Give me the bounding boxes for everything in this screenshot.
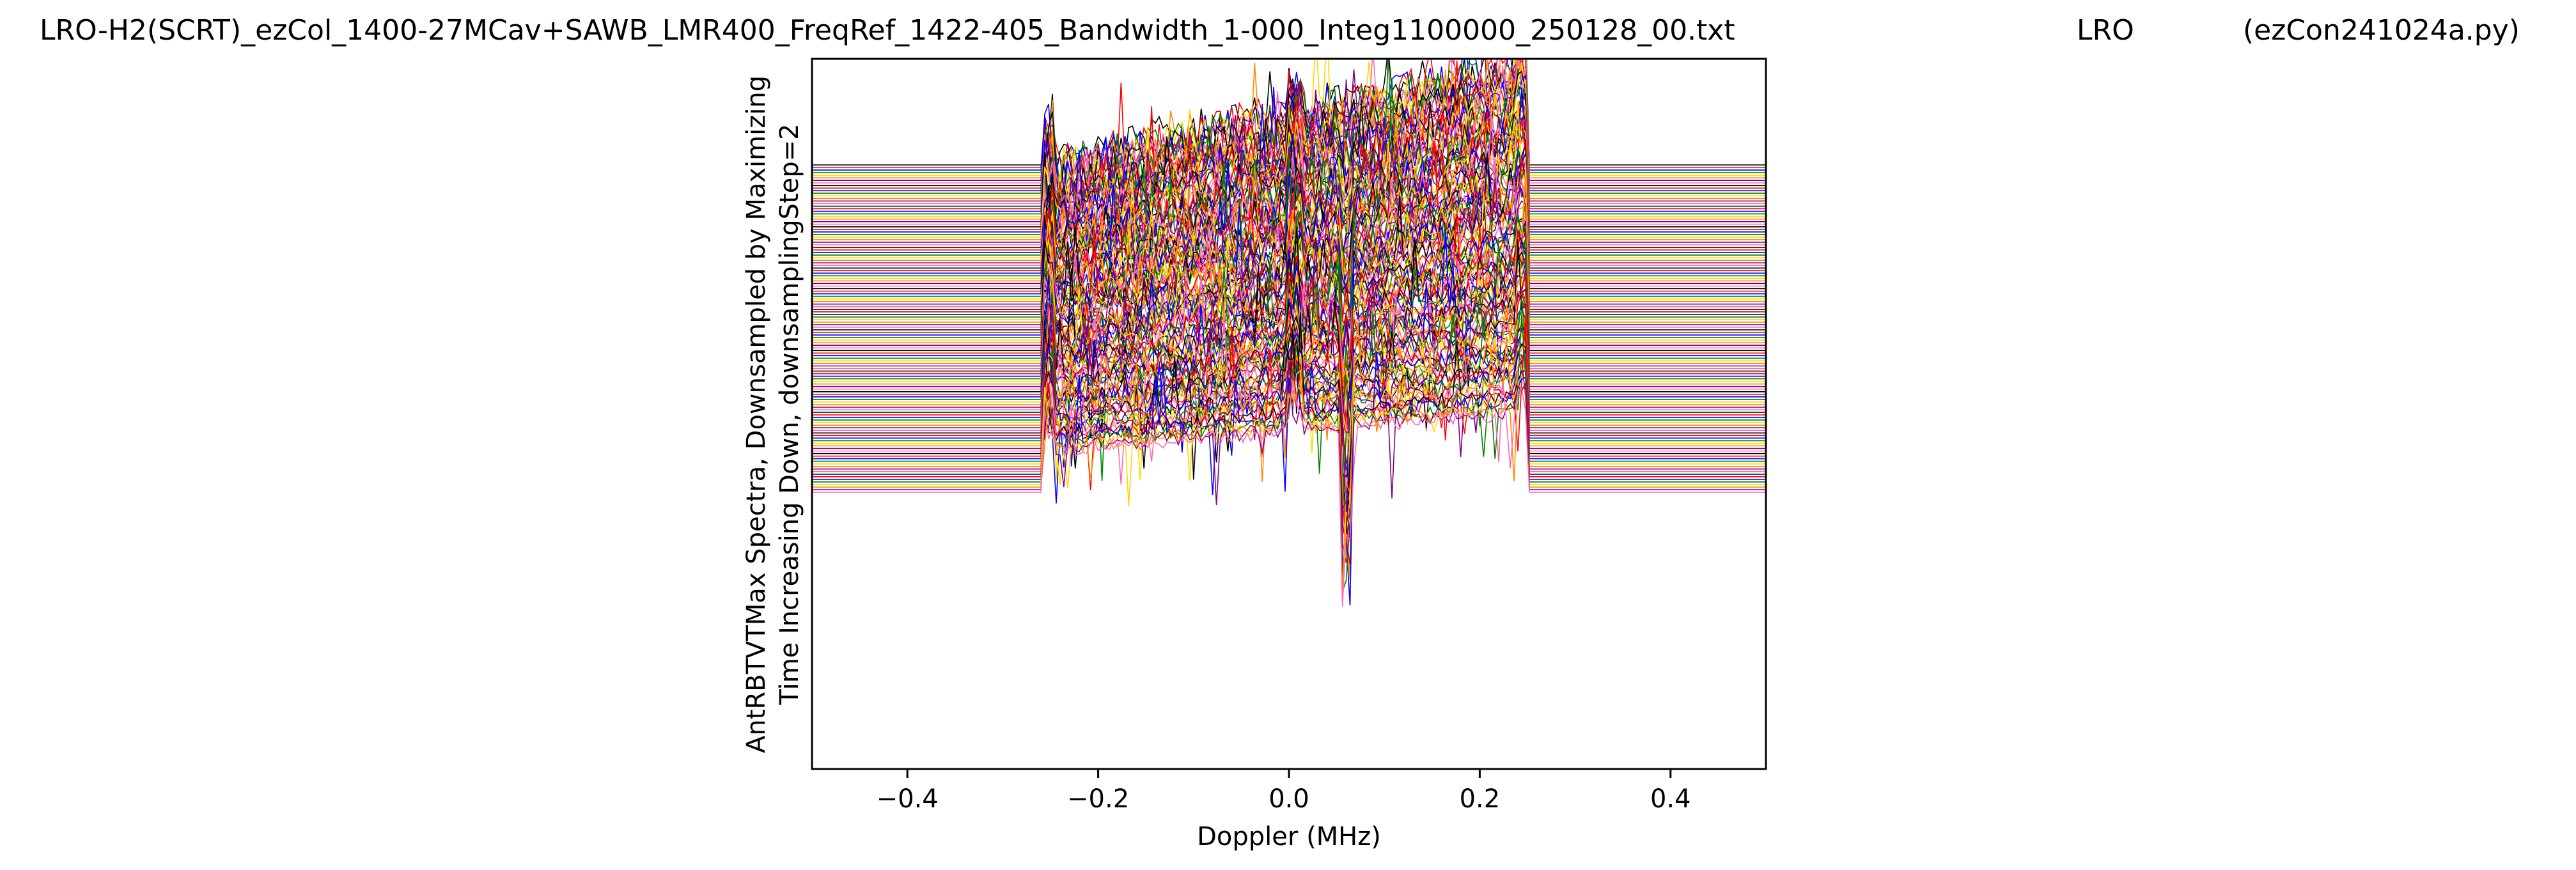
spectrum-series [812,361,1766,541]
spectrum-series [812,159,1766,293]
file-title: LRO-H2(SCRT)_ezCol_1400-27MCav+SAWB_LMR4… [40,14,1735,47]
spectrum-series [812,156,1766,320]
program-label: (ezCon241024a.py) [2243,14,2520,47]
x-axis-label: Doppler (MHz) [1197,822,1381,851]
x-tick-label: −0.4 [877,784,939,814]
spectrum-series [812,278,1766,415]
spectrum-series [812,125,1766,300]
spectrum-series [812,155,1766,342]
spectrum-series [812,59,1766,187]
spectrum-series [812,191,1766,344]
spectrum-series [812,321,1766,532]
spectrum-series [812,70,1766,207]
spectrum-series [812,345,1766,597]
spectrum-series [812,290,1766,446]
spectrum-series [812,120,1766,245]
x-tick-label: 0.4 [1650,784,1691,814]
x-axis-ticks: −0.4 −0.2 0.0 0.2 0.4 [877,769,1691,814]
spectrum-series [812,155,1766,297]
spectrum-series [812,232,1766,380]
spectrum-series [812,352,1766,606]
spectrum-series [812,265,1766,438]
spectrum-series [812,233,1766,370]
spectrum-series [812,314,1766,592]
spectrum-series [812,109,1766,290]
spectrum-series [812,239,1766,367]
spectrum-series [812,220,1766,364]
x-tick-label: 0.2 [1460,784,1501,814]
spectrum-series [812,328,1766,532]
spectrum-series [812,70,1766,199]
spectrum-series [812,345,1766,554]
spectrum-series [812,226,1766,416]
spectrum-series [812,230,1766,434]
x-tick-label: −0.2 [1067,784,1129,814]
spectrum-series [812,139,1766,303]
spectrum-series [812,59,1766,231]
y-axis-label-line2: Time Increasing Down, downsamplingStep=2 [775,123,804,705]
spectrum-series [812,238,1766,471]
spectrum-series [812,267,1766,414]
spectrum-series [812,227,1766,396]
spectrum-series [812,293,1766,430]
spectrum-series [812,338,1766,512]
spectrum-series [812,59,1766,175]
y-axis-label-line1: AntRBTVTMax Spectra, Downsampled by Maxi… [742,75,771,753]
spectrum-series [812,157,1766,327]
series-group [812,59,1766,607]
spectrum-series [812,315,1766,478]
spectrum-series [812,293,1766,501]
station-label: LRO [2077,14,2134,47]
spectrum-series [812,121,1766,239]
spectrum-series [812,101,1766,333]
spectrum-series [812,325,1766,517]
spectrum-series [812,114,1766,284]
spectrum-series [812,285,1766,506]
spectrum-series [812,237,1766,406]
spectrum-series [812,59,1766,201]
spectrum-series [812,281,1766,441]
spectrum-series [812,93,1766,232]
spectrum-series [812,277,1766,410]
spectrum-series [812,281,1766,502]
x-tick-label: 0.0 [1268,784,1309,814]
spectrum-series [812,59,1766,222]
spectrum-series [812,380,1766,607]
